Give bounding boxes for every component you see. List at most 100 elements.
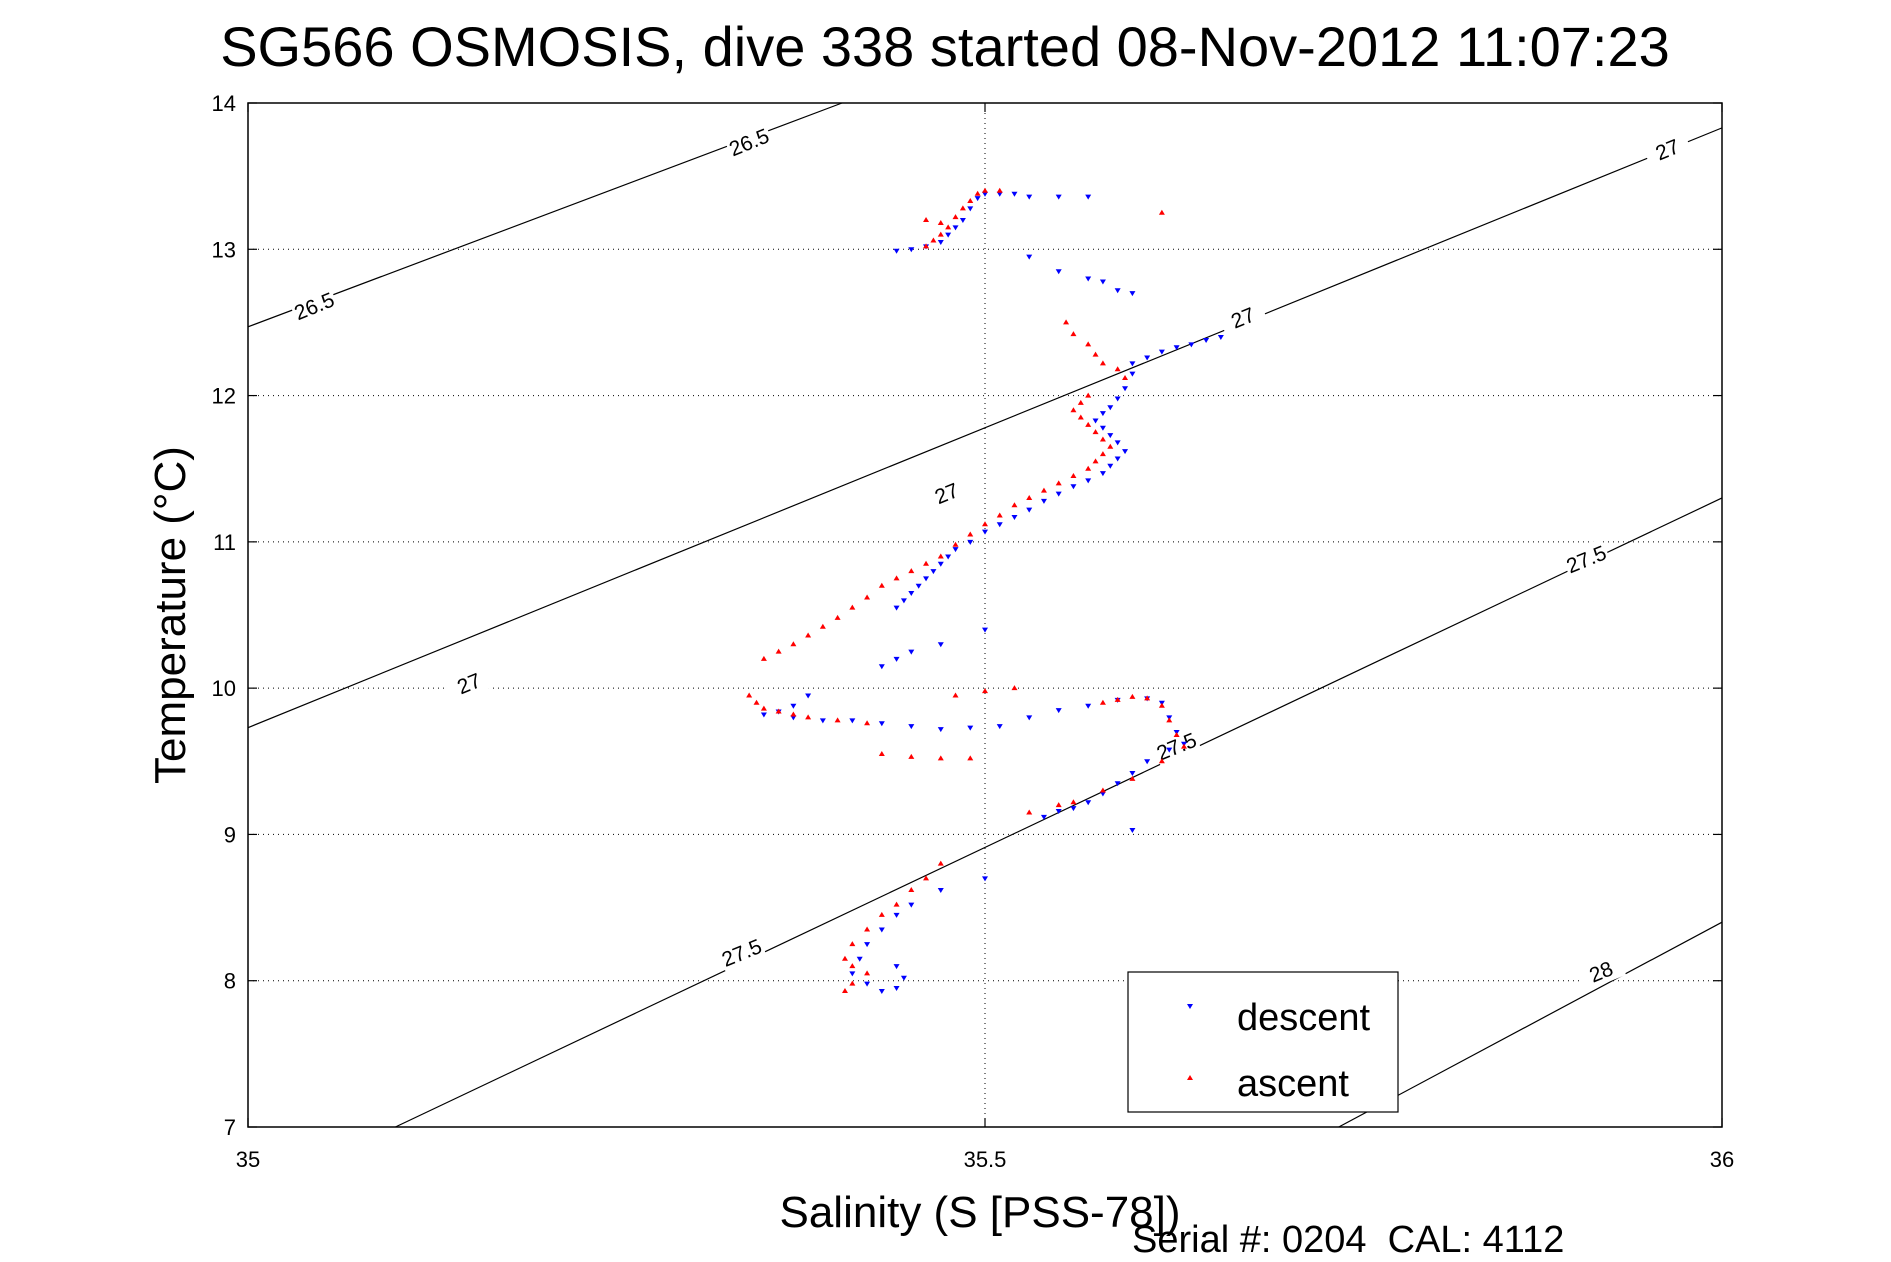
descent-point	[996, 522, 1003, 528]
descent-point	[893, 605, 900, 611]
descent-point	[923, 576, 930, 582]
ascent-point	[930, 237, 937, 243]
descent-point	[1085, 276, 1092, 282]
ascent-point	[1011, 502, 1018, 508]
density-contour-line	[1338, 921, 1723, 1128]
descent-point	[878, 664, 885, 670]
y-tick-label: 9	[224, 822, 236, 847]
chart-title: SG566 OSMOSIS, dive 338 started 08-Nov-2…	[220, 15, 1670, 78]
descent-point	[849, 971, 856, 977]
ascent-point	[790, 641, 797, 647]
descent-point	[1107, 433, 1114, 439]
x-axis-label: Salinity (S [PSS-78])	[779, 1188, 1180, 1237]
ascent-point	[893, 901, 900, 907]
descent-point	[1085, 800, 1092, 806]
ascent-point	[775, 708, 782, 714]
ascent-point	[923, 217, 930, 223]
contour-label-bg	[716, 931, 767, 973]
ascent-point	[760, 655, 767, 661]
ascent-point	[1107, 443, 1114, 449]
descent-point	[1099, 471, 1106, 477]
y-tick-label: 7	[224, 1115, 236, 1140]
ascent-point	[1158, 758, 1165, 764]
ascent-point	[805, 714, 812, 720]
descent-point	[1070, 484, 1077, 490]
y-tick-label: 14	[212, 91, 236, 116]
ascent-point	[982, 688, 988, 694]
descent-point	[1026, 715, 1033, 721]
descent-point	[805, 693, 812, 699]
ascent-point	[937, 231, 944, 237]
descent-point	[893, 912, 900, 918]
y-tick-label: 12	[212, 384, 236, 409]
y-tick-label: 13	[212, 237, 236, 262]
ascent-point	[967, 531, 974, 537]
descent-point	[1055, 491, 1062, 497]
ascent-point	[1114, 696, 1121, 702]
ascent-point	[1099, 451, 1106, 457]
ascent-point	[937, 553, 944, 559]
ascent-point	[1085, 392, 1092, 398]
ascent-point	[1085, 421, 1092, 427]
descent-point	[937, 727, 944, 733]
descent-point	[1217, 335, 1224, 341]
ascent-point	[805, 632, 812, 638]
ascent-point	[967, 198, 974, 204]
descent-point	[1070, 806, 1077, 812]
ascent-point	[1099, 436, 1106, 442]
ascent-point	[1180, 743, 1187, 749]
descent-point	[982, 627, 988, 633]
ascent-point	[923, 243, 930, 249]
ascent-point	[849, 963, 856, 969]
descent-point	[1122, 449, 1129, 455]
descent-point	[1055, 269, 1062, 275]
ascent-point	[974, 190, 981, 196]
descent-point	[1055, 708, 1062, 714]
ascent-point	[923, 560, 930, 566]
descent-point	[1114, 396, 1121, 402]
contour-label-bg	[1560, 538, 1612, 579]
descent-point	[1129, 291, 1136, 297]
contour-label-bg	[1575, 950, 1627, 992]
ascent-point	[878, 911, 885, 917]
ascent-point	[996, 512, 1003, 518]
ascent-point	[1026, 809, 1033, 815]
axis-ticks: 35 35.5 36 7 8 9 10 11 12 13 14	[212, 91, 1735, 1172]
ascent-point	[864, 594, 871, 600]
ascent-point	[1099, 699, 1106, 705]
ascent-point	[1026, 494, 1033, 500]
descent-point	[937, 888, 944, 894]
descent-point	[1129, 361, 1136, 367]
descent-point	[1129, 828, 1136, 834]
descent-point	[1173, 345, 1180, 351]
descent-point	[1122, 386, 1129, 392]
descent-point	[819, 718, 826, 724]
descent-point	[1092, 418, 1099, 424]
descent-point	[967, 539, 974, 545]
ascent-point	[1070, 799, 1077, 805]
descent-point	[1011, 191, 1018, 197]
descent-point	[1129, 770, 1136, 776]
ascent-point	[775, 648, 782, 654]
descent-point	[1129, 371, 1136, 377]
descent-point	[864, 981, 871, 987]
ascent-point	[834, 717, 841, 723]
descent-point	[760, 712, 767, 718]
descent-point	[996, 191, 1003, 197]
descent-point	[1055, 194, 1062, 200]
descent-point	[1144, 759, 1151, 765]
ascent-point	[1129, 693, 1136, 699]
y-tick-label: 11	[213, 530, 236, 555]
descent-point	[908, 649, 915, 655]
descent-point	[1085, 703, 1092, 709]
ascent-point	[864, 926, 871, 932]
descent-point	[930, 569, 937, 575]
descent-point	[1099, 791, 1106, 797]
contour-label-bg	[921, 472, 972, 513]
descent-point	[849, 718, 856, 724]
ascent-point	[1070, 473, 1077, 479]
ascent-point	[908, 568, 915, 574]
ascent-point	[864, 720, 871, 726]
legend: descent ascent	[1127, 971, 1399, 1113]
descent-point	[908, 902, 915, 908]
